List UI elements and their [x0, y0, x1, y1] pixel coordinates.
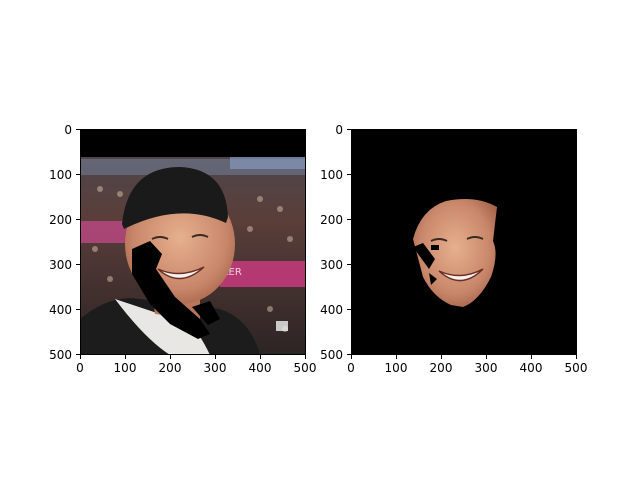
right-x-tick-label: 400 — [519, 361, 543, 375]
left-image-axes: KER — [80, 129, 306, 355]
left-x-tick-label: 200 — [158, 361, 182, 375]
left-y-tick-label: 100 — [49, 168, 72, 182]
svg-text:KER: KER — [222, 267, 242, 278]
left-y-tick-label: 0 — [64, 123, 72, 137]
left-y-tick-label: 400 — [49, 303, 72, 317]
left-y-tick-label: 500 — [49, 348, 72, 362]
right-x-tick-label: 300 — [474, 361, 498, 375]
left-x-tick-label: 0 — [76, 361, 84, 375]
right-x-tick-label: 200 — [429, 361, 453, 375]
left-y-tick-label: 200 — [49, 213, 72, 227]
right-x-tick-label: 100 — [384, 361, 408, 375]
left-y-tick-label: 300 — [49, 258, 72, 272]
left-x-tick-label: 100 — [113, 361, 137, 375]
right-y-tick-label: 100 — [320, 168, 343, 182]
left-x-tick-label: 500 — [293, 361, 317, 375]
left-photo: KER — [80, 129, 306, 355]
right-y-tick-label: 500 — [320, 348, 343, 362]
right-x-tick-label: 500 — [564, 361, 588, 375]
right-y-tick-label: 0 — [335, 123, 343, 137]
left-x-tick-label: 400 — [248, 361, 272, 375]
right-image-axes — [351, 129, 577, 355]
right-y-tick-label: 300 — [320, 258, 343, 272]
right-y-tick-label: 200 — [320, 213, 343, 227]
left-x-tick-label: 300 — [203, 361, 227, 375]
right-photo — [351, 129, 577, 355]
right-x-tick-label: 0 — [347, 361, 355, 375]
right-y-tick-label: 400 — [320, 303, 343, 317]
